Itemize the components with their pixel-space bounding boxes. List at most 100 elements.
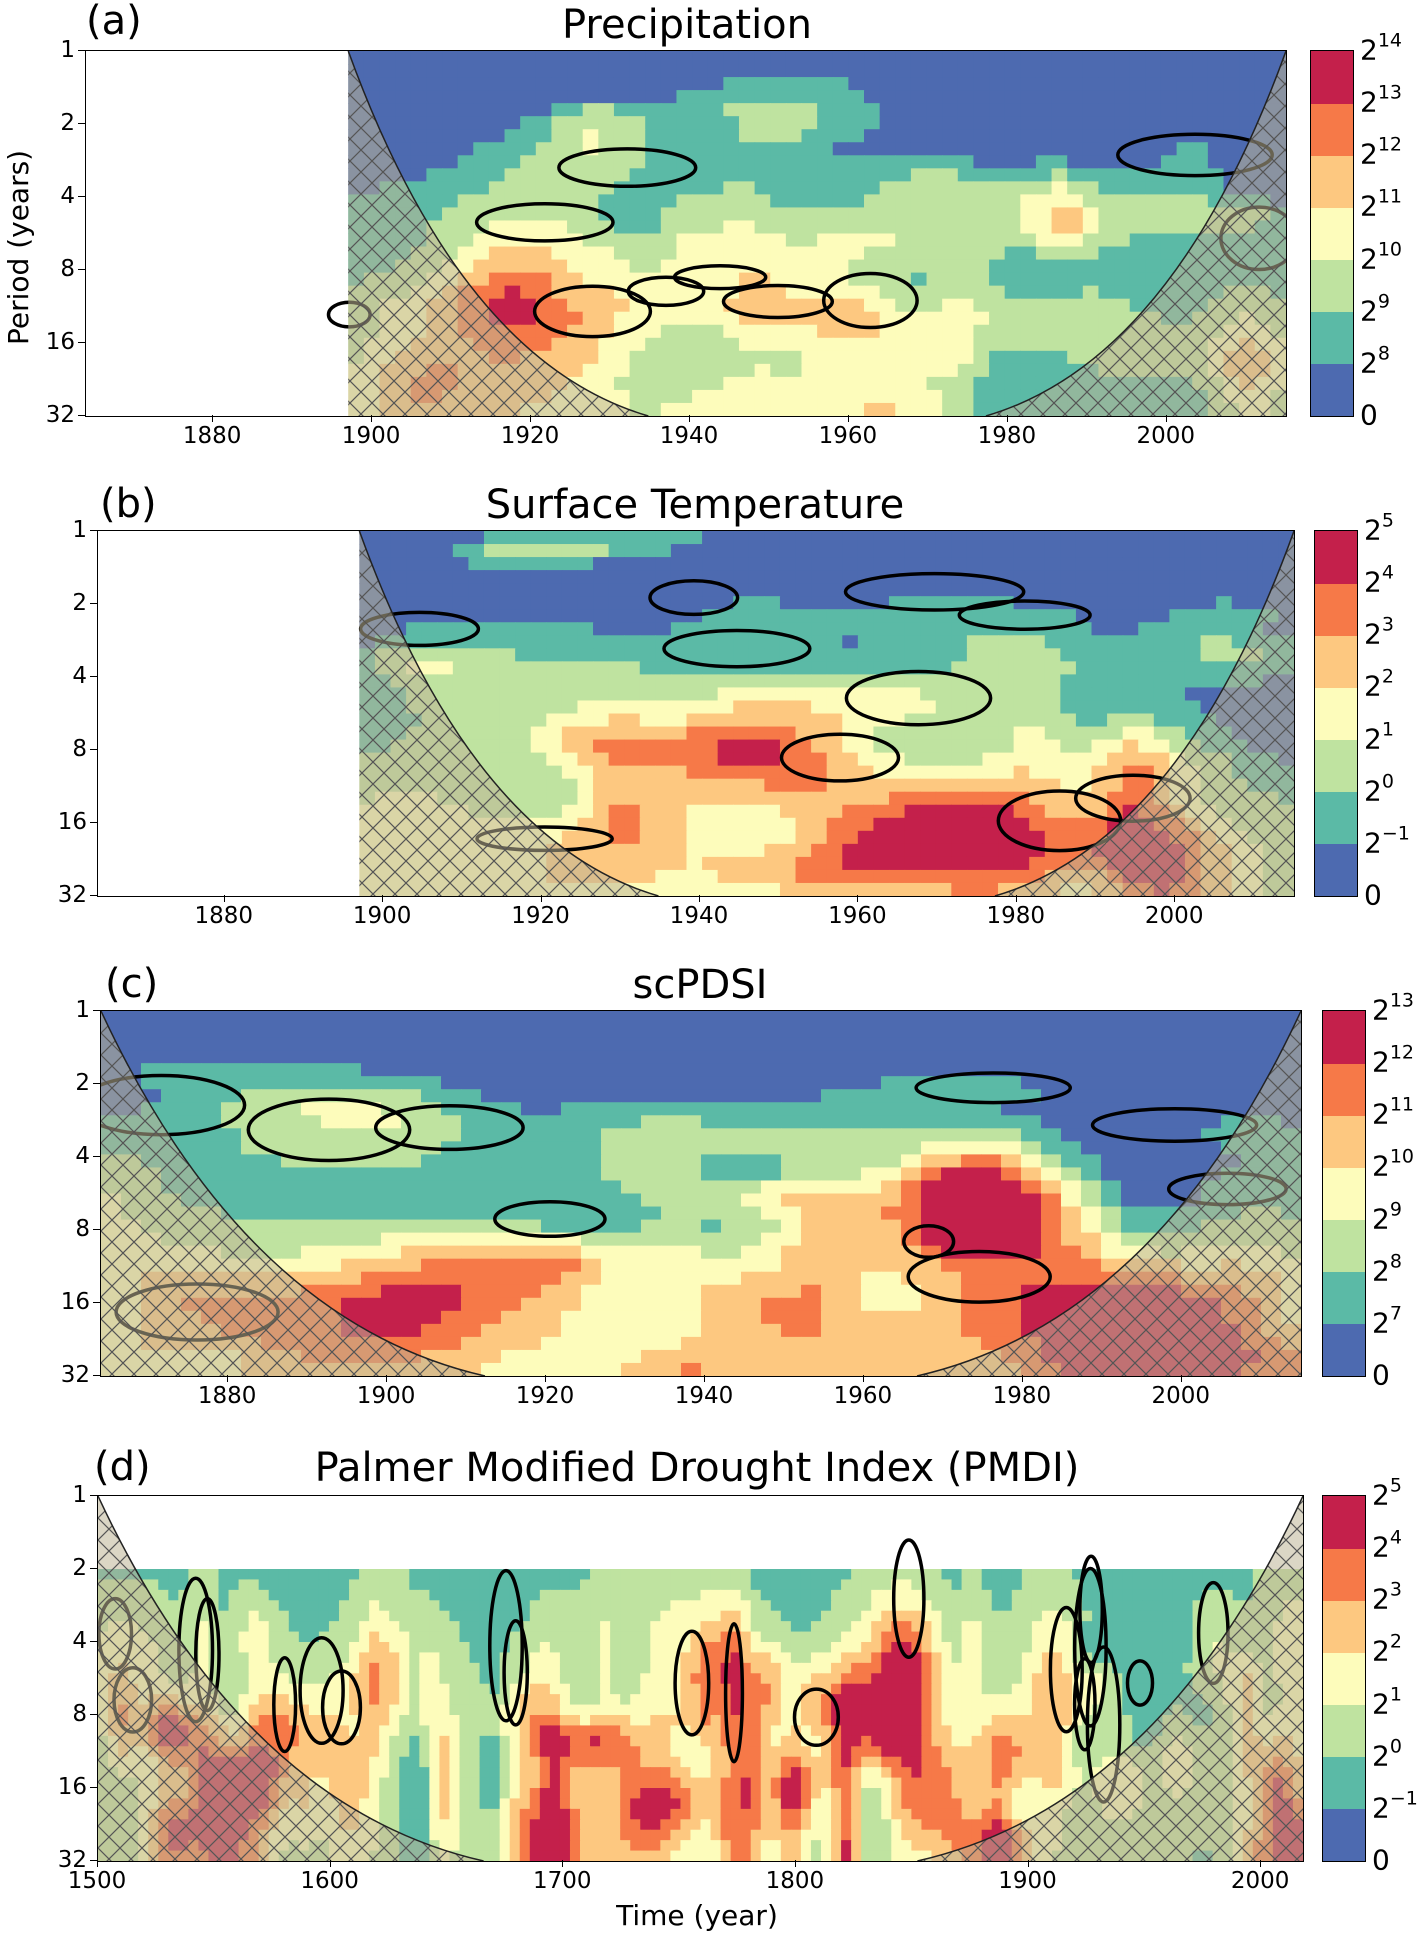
heatmap-cell: [961, 1284, 982, 1299]
heatmap-cell: [801, 1206, 822, 1221]
heatmap-cell: [801, 1128, 822, 1142]
heatmap-cell: [910, 77, 928, 91]
heatmap-cell: [645, 116, 662, 130]
heatmap-cell: [961, 1258, 982, 1273]
heatmap-cell: [861, 1128, 882, 1142]
heatmap-cell: [764, 713, 781, 728]
heatmap-cell: [437, 622, 454, 636]
heatmap-cell: [701, 1063, 722, 1077]
heatmap-cell: [641, 1245, 662, 1260]
heatmap-cell: [1201, 1076, 1222, 1090]
heatmap-cell: [889, 778, 906, 793]
heatmap-cell: [764, 687, 781, 702]
heatmap-cell: [501, 1063, 522, 1077]
heatmap-cell: [577, 570, 594, 584]
heatmap-cell: [577, 661, 594, 675]
heatmap-cell: [982, 557, 999, 571]
heatmap-cell: [1004, 350, 1021, 365]
heatmap-cell: [661, 1206, 682, 1221]
heatmap-cell: [1060, 778, 1077, 793]
heatmap-cell: [201, 1154, 222, 1169]
heatmap-cell: [608, 570, 625, 584]
heatmap-cell: [764, 791, 781, 806]
heatmap-cell: [521, 1037, 542, 1051]
heatmap-cell: [826, 739, 843, 754]
heatmap-cell: [998, 544, 1015, 558]
heatmap-cell: [1020, 363, 1037, 378]
heatmap-cell: [764, 570, 781, 584]
heatmap-cell: [895, 129, 912, 143]
heatmap-cell: [904, 674, 921, 689]
heatmap-cell: [613, 77, 631, 91]
heatmap-cell: [1041, 1219, 1062, 1234]
heatmap-cell: [889, 544, 906, 558]
heatmap-cell: [895, 142, 912, 156]
heatmap-cell: [483, 596, 501, 610]
heatmap-cell: [613, 129, 631, 143]
heatmap-cell: [1004, 298, 1021, 313]
x-tick-label: 1940: [659, 423, 719, 449]
heatmap-cell: [738, 207, 756, 222]
heatmap-cell: [857, 739, 875, 754]
heatmap-cell: [707, 116, 724, 130]
heatmap-cell: [821, 1115, 842, 1129]
heatmap-cell: [1141, 1011, 1162, 1025]
heatmap-cell: [561, 1258, 582, 1273]
heatmap-cell: [748, 674, 765, 689]
heatmap-cell: [935, 609, 952, 623]
heatmap-cell: [770, 51, 787, 65]
heatmap-cell: [406, 622, 423, 636]
heatmap-cell: [608, 843, 625, 858]
heatmap-cell: [515, 778, 532, 793]
heatmap-cell: [721, 1193, 742, 1208]
heatmap-cell: [521, 1063, 542, 1077]
heatmap-cell: [461, 1024, 482, 1038]
heatmap-cell: [989, 142, 1006, 156]
heatmap-cell: [1216, 648, 1233, 662]
heatmap-cell: [935, 544, 952, 558]
heatmap-cell: [1035, 64, 1053, 78]
heatmap-cell: [395, 90, 412, 104]
heatmap-cell: [655, 739, 672, 754]
heatmap-cell: [1091, 570, 1108, 584]
heatmap-cell: [645, 246, 662, 261]
heatmap-cell: [582, 363, 599, 378]
heatmap-cell: [801, 129, 818, 143]
heatmap-cell: [473, 168, 490, 182]
heatmap-cell: [261, 1037, 282, 1051]
heatmap-cell: [841, 1206, 862, 1221]
heatmap-cell: [241, 1089, 262, 1103]
heatmap-cell: [951, 804, 968, 819]
heatmap-cell: [521, 1297, 542, 1312]
heatmap-cell: [879, 51, 896, 65]
heatmap-cell: [1020, 129, 1037, 143]
heatmap-cell: [981, 1037, 1002, 1051]
heatmap-cell: [817, 376, 834, 391]
heatmap-cell: [989, 168, 1006, 182]
heatmap-cell: [561, 700, 579, 715]
heatmap-cell: [501, 1076, 522, 1090]
heatmap-cell: [910, 194, 928, 209]
heatmap-cell: [957, 181, 975, 195]
heatmap-cell: [941, 1076, 962, 1090]
heatmap-cell: [910, 246, 928, 261]
heatmap-cell: [655, 882, 672, 896]
heatmap-cell: [437, 596, 454, 610]
heatmap-cell: [821, 1258, 842, 1273]
heatmap-cell: [395, 155, 412, 169]
heatmap-cell: [561, 557, 579, 571]
heatmap-cell: [441, 1167, 462, 1182]
heatmap-cell: [973, 90, 990, 104]
heatmap-cell: [1001, 1128, 1022, 1142]
heatmap-cell: [904, 583, 921, 597]
significance-contour: [721, 283, 835, 320]
heatmap-cell: [926, 363, 943, 378]
heatmap-cell: [733, 856, 750, 871]
heatmap-cell: [1216, 557, 1233, 571]
heatmap-cell: [639, 869, 656, 884]
heatmap-cell: [521, 1167, 542, 1182]
heatmap-cell: [457, 51, 474, 65]
heatmap-cell: [841, 1323, 862, 1338]
heatmap-cell: [941, 1193, 962, 1208]
heatmap-cell: [721, 1284, 742, 1299]
